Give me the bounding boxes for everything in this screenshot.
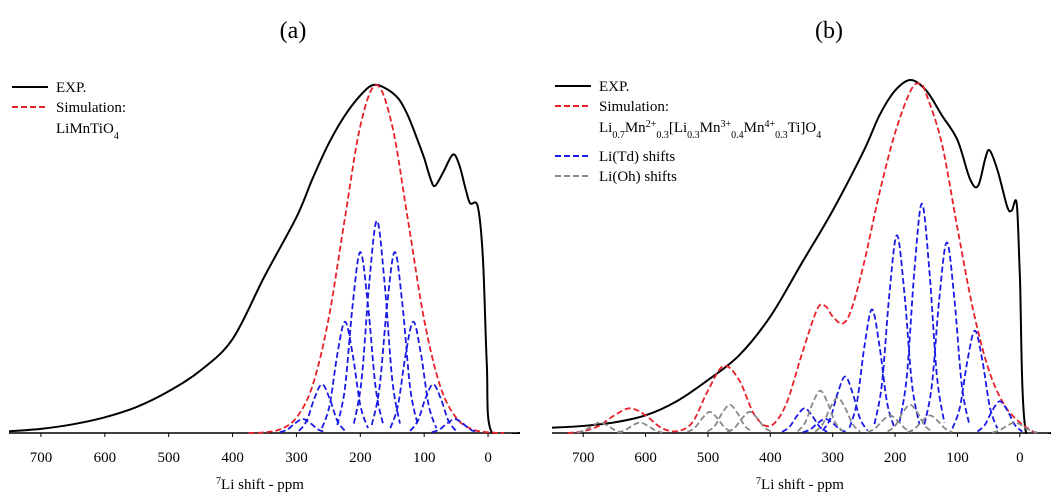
component-curve [907,414,953,434]
x-tick-label: 500 [157,450,180,466]
x-axis-label: 7Li shift - ppm [216,476,304,494]
x-tick-label: 0 [484,450,492,466]
component-curve [370,251,419,426]
legend-note: LiMnTiO4 [56,121,119,142]
component-curve [781,407,828,433]
text-run: 4 [114,131,119,142]
component-curve [389,320,438,429]
component-curve [923,241,971,425]
text-run: Ti]O [788,120,817,136]
component-curve [431,418,479,434]
component-curve [321,320,369,429]
component-curve [867,414,913,434]
text-run: 2+ [646,119,657,130]
x-axis-label: 7Li shift - ppm [756,476,844,494]
component-curve [617,421,663,434]
component-curve [887,403,934,433]
panel-title: (a) [280,18,307,44]
text-run: 0.7 [612,130,625,141]
x-tick-label: 100 [946,450,969,466]
component-curve [336,251,385,426]
plot-area [9,83,520,434]
x-tick-label: 0 [1016,450,1024,466]
text-run: 4+ [764,119,775,130]
text-run: LiMnTiO [56,121,114,137]
component-curve [686,410,733,433]
spectrum-line [567,82,1036,434]
x-tick-label: 600 [634,450,657,466]
component-curve [726,410,773,433]
component-curve [951,329,999,429]
component-curve [298,383,346,432]
component-curve [898,202,946,423]
x-tick-label: 200 [884,450,907,466]
plot-area [552,78,1052,434]
spectrum-line [9,83,520,434]
x-tick-label: 400 [759,450,782,466]
component-curve [706,403,753,433]
x-tick-label: 500 [697,450,720,466]
legend-note: Li0.7Mn2+0.3[Li0.3Mn3+0.4Mn4+0.3Ti]O4 [599,119,821,141]
panel: (a) 700 600 500 400 300 200 100 0 7Li shift - ppm… [9,18,520,493]
text-run: 4 [816,130,821,141]
text-run: 0.4 [731,130,744,141]
component-curve [873,234,921,425]
x-tick-label: 300 [821,450,844,466]
component-curve [814,396,861,433]
x-tick-label: 600 [94,450,117,466]
component-curve [976,400,1023,433]
legend-label: Simulation: [56,100,126,116]
text-run: Mn [700,120,721,136]
text-run: 0.3 [656,130,669,141]
text-run: 3+ [721,119,732,130]
legend-label: Simulation: [599,99,669,115]
x-tick-label: 300 [285,450,308,466]
x-tick-label: 400 [221,450,244,466]
legend-label: EXP. [56,80,86,96]
legend-label: EXP. [599,79,629,95]
text-run: 0.3 [775,130,788,141]
component-curve [577,421,623,434]
text-run: 0.3 [687,130,700,141]
x-tick-label: 700 [572,450,595,466]
component-curve [848,308,896,428]
text-run: Mn [625,120,646,136]
x-tick-label: 200 [349,450,372,466]
spectrum-line [248,84,505,434]
panel: (b) 700 600 500 400 300 200 100 0 7Li shift - ppm… [552,18,1052,494]
text-run: Li shift - ppm [221,477,304,493]
panel-title: (b) [815,18,843,44]
component-curve [279,418,327,434]
text-run: [Li [669,120,687,136]
x-tick-label: 100 [413,450,436,466]
legend-label: Li(Td) shifts [599,149,675,165]
legend-label: Li(Oh) shifts [599,169,677,185]
text-run: 7 [756,476,761,487]
component-curve [821,375,869,432]
component-curve [353,219,401,424]
text-run: Li [599,120,612,136]
text-run: Li shift - ppm [761,477,844,493]
text-run: Mn [744,120,765,136]
text-run: 7 [216,476,221,487]
component-curve [409,383,457,432]
component-curve [992,421,1038,434]
x-tick-label: 700 [30,450,53,466]
component-curve [797,389,844,432]
